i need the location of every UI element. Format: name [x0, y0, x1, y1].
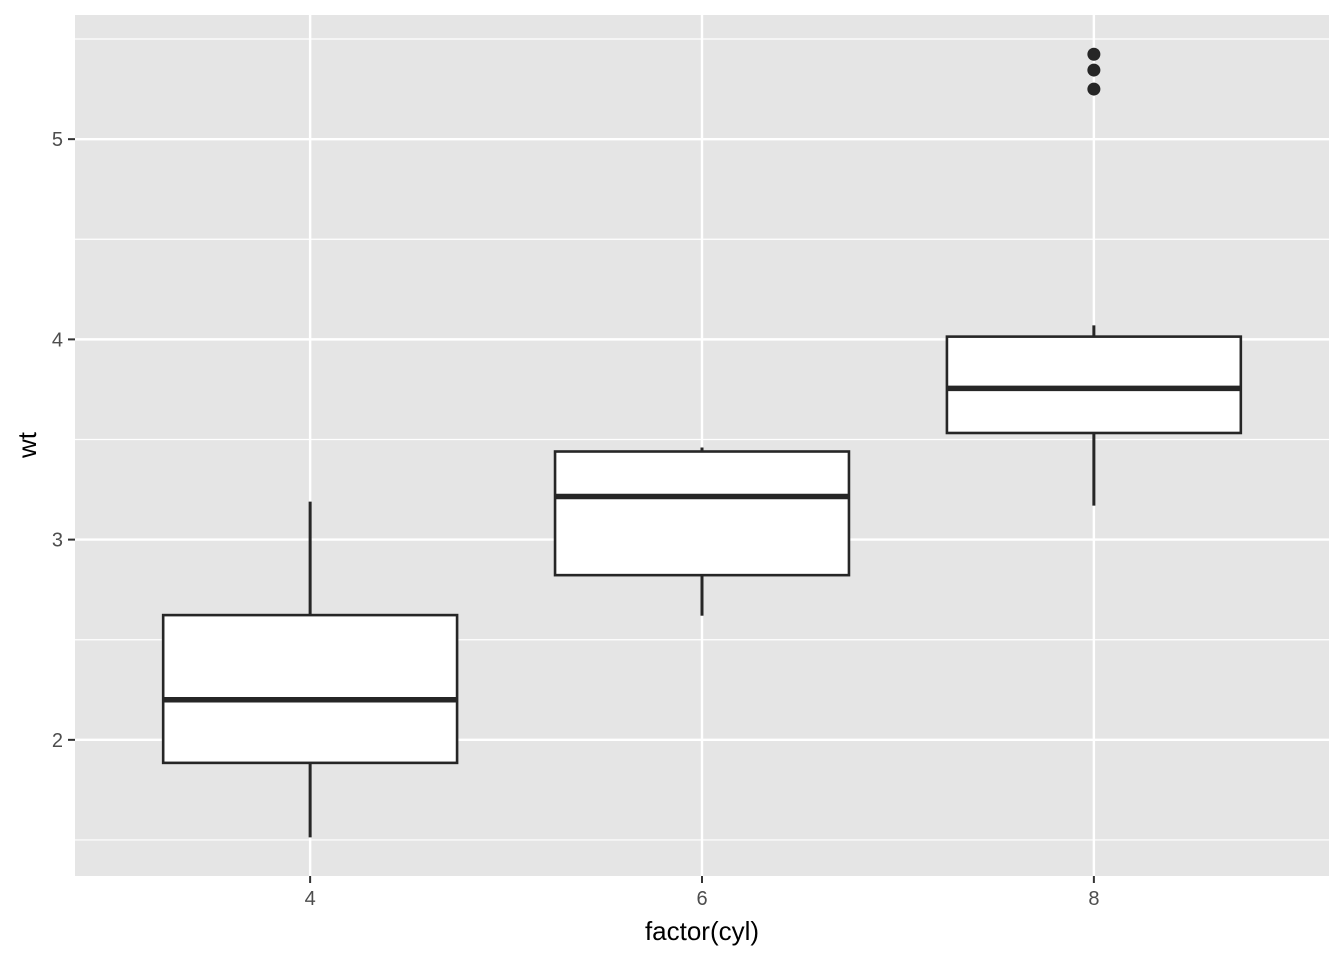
y-axis-title: wt	[12, 431, 42, 459]
y-tick-label: 4	[52, 329, 63, 351]
x-axis: 4 6 8	[305, 876, 1099, 910]
x-axis-title: factor(cyl)	[645, 916, 759, 946]
y-tick-label: 5	[52, 129, 63, 151]
box-4	[161, 501, 459, 838]
box-iqr	[553, 450, 851, 577]
box-iqr	[945, 335, 1243, 435]
boxes-layer	[161, 47, 1243, 838]
x-tick-label: 8	[1088, 888, 1099, 910]
outlier-point	[1087, 47, 1101, 61]
y-tick-label: 3	[52, 530, 63, 552]
box-8	[945, 47, 1243, 506]
outlier-point	[1087, 63, 1101, 77]
y-tick-label: 2	[52, 730, 63, 752]
x-tick-label: 4	[305, 888, 316, 910]
y-axis: 2 3 4 5	[52, 129, 75, 752]
box-iqr	[161, 613, 459, 765]
outlier-point	[1087, 82, 1101, 96]
x-tick-label: 6	[696, 888, 707, 910]
box-6	[553, 447, 851, 616]
